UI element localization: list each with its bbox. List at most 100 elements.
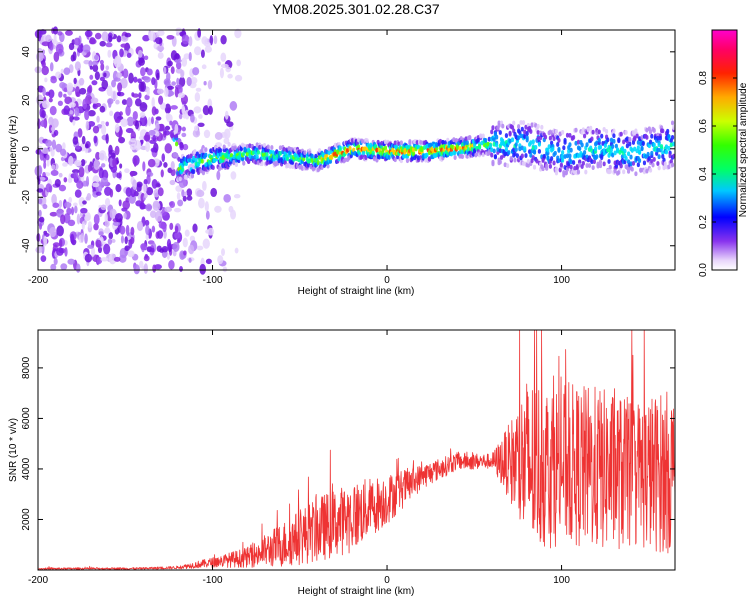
spectrogram-noise-blob: [92, 182, 100, 188]
spectrogram-noise-blob: [130, 226, 135, 236]
spectrogram-noise-blob: [124, 245, 130, 252]
spectrogram-noise-blob: [53, 129, 59, 137]
spectrogram-noise-blob: [181, 189, 185, 198]
spectrogram-noise-blob: [137, 49, 143, 58]
spectrogram-noise-blob: [152, 264, 157, 273]
spectrogram-signal-cell: [239, 146, 243, 152]
spectrogram-noise-blob: [98, 150, 107, 161]
spectrogram-signal-cell: [498, 130, 502, 135]
spectrogram-signal-cell: [232, 160, 236, 166]
spectrogram-signal-cell: [513, 157, 517, 163]
spectrogram-signal-cell: [573, 170, 577, 175]
spectrogram-noise-blob: [167, 60, 173, 67]
spectrogram-noise-blob: [56, 225, 64, 237]
spectrogram-signal-cell: [473, 148, 477, 154]
spectrogram-noise-blob: [166, 238, 172, 249]
spectrogram-signal-cell: [575, 165, 579, 171]
spectrogram-signal-cell: [645, 127, 649, 133]
spectrogram-signal-cell: [630, 166, 634, 172]
spectrogram-noise-blob: [145, 187, 154, 196]
spectrogram-signal-cell: [183, 157, 187, 162]
spectrogram-noise-blob: [94, 54, 99, 61]
spectrogram-noise-blob: [166, 85, 174, 90]
spectrogram-noise-blob: [214, 205, 222, 213]
spectrogram-signal-cell: [348, 146, 352, 151]
spectrogram-signal-cell: [512, 120, 516, 126]
spectrogram-noise-blob: [151, 97, 155, 108]
spectrogram-signal-cell: [637, 158, 642, 164]
spectrogram-noise-blob: [216, 170, 221, 181]
spectrogram-signal-cell: [504, 133, 509, 138]
spectrogram-signal-cell: [576, 169, 581, 175]
spectrogram-signal-cell: [646, 151, 650, 157]
spectrogram-signal-cell: [547, 144, 551, 150]
spectrogram-noise-blob: [95, 239, 102, 248]
spectrogram-noise-blob: [204, 45, 212, 53]
spectrogram-noise-blob: [181, 126, 186, 132]
spectrogram-noise-blob: [38, 198, 43, 205]
spectrogram-noise-blob: [155, 37, 163, 45]
spectrogram-signal-cell: [227, 141, 231, 147]
spectrogram-signal-cell: [536, 130, 540, 135]
spectrogram-noise-blob: [133, 76, 138, 83]
spectrogram-signal-cell: [402, 153, 406, 159]
spectrogram-signal-cell: [567, 148, 571, 154]
colorbar-tick-label: 0.6: [698, 119, 709, 133]
spectrogram-signal-cell: [503, 151, 507, 157]
spectrogram-noise-blob: [124, 32, 132, 38]
spectrogram-signal-cell: [480, 140, 484, 146]
spectrogram-noise-blob: [163, 162, 168, 168]
spectrogram-noise-blob: [35, 246, 43, 254]
spectrogram-noise-blob: [103, 229, 111, 234]
colorbar-tick-label: 0.2: [698, 215, 709, 229]
spectrogram-signal-cell: [657, 142, 661, 148]
spectrogram-noise-blob: [195, 87, 202, 92]
spectrogram-signal-cell: [529, 152, 533, 158]
spectrogram-noise-blob: [155, 116, 162, 121]
spectrogram-noise-blob: [82, 200, 87, 205]
spectrogram-noise-blob: [74, 189, 82, 198]
spectrogram-noise-blob: [222, 266, 228, 273]
spectrogram-signal-cell: [557, 148, 561, 153]
spectrogram-noise-blob: [93, 214, 100, 225]
spectrogram-noise-blob: [101, 163, 106, 168]
spectrogram-noise-blob: [161, 245, 169, 253]
spectrogram-signal-cell: [377, 154, 381, 160]
spectrogram-noise-blob: [95, 191, 102, 196]
spectrogram-noise-blob: [37, 165, 43, 176]
spectrogram-noise-blob: [217, 255, 224, 265]
spectrogram-noise-blob: [73, 171, 79, 180]
spectrogram-noise-blob: [119, 225, 126, 235]
spectrogram-signal-cell: [253, 154, 257, 160]
spectrogram-signal-cell: [641, 141, 645, 146]
spectrogram-signal-cell: [464, 136, 468, 142]
spectrogram-signal-cell: [515, 153, 520, 159]
spectrogram-noise-blob: [115, 183, 122, 193]
spectrogram-signal-cell: [431, 148, 435, 154]
spectrogram-noise-blob: [101, 31, 109, 42]
spectrogram-noise-blob: [112, 221, 121, 227]
spectrogram-noise-blob: [144, 55, 149, 61]
spectrogram-noise-blob: [174, 225, 179, 234]
spectrogram-signal-cell: [556, 142, 560, 147]
spectrogram-signal-cell: [222, 144, 226, 150]
spectrogram-noise-blob: [143, 76, 151, 83]
spectrogram-x-tick-label: 0: [384, 275, 390, 286]
spectrogram-signal-cell: [291, 164, 295, 169]
spectrogram-noise-blob: [151, 225, 156, 233]
spectrogram-noise-blob: [157, 187, 164, 197]
spectrogram-signal-cell: [563, 138, 567, 143]
snr-x-ticks: -200 -100 0 100: [28, 330, 570, 586]
spectrogram-signal-cell: [492, 148, 496, 154]
spectrogram-noise-blob: [122, 68, 129, 79]
spectrogram-noise-blob: [158, 95, 164, 105]
spectrogram-signal-cell: [460, 154, 465, 160]
spectrogram-signal-cell: [508, 131, 512, 137]
spectrogram-signal-cell: [634, 171, 638, 177]
spectrogram-noise-blob: [42, 203, 48, 210]
spectrogram-signal-cell: [576, 139, 581, 145]
spectrogram-noise-blob: [118, 199, 122, 207]
spectrogram-signal-cell: [650, 150, 654, 156]
spectrogram-noise-blob: [139, 115, 148, 127]
spectrogram-noise-blob: [125, 105, 131, 117]
